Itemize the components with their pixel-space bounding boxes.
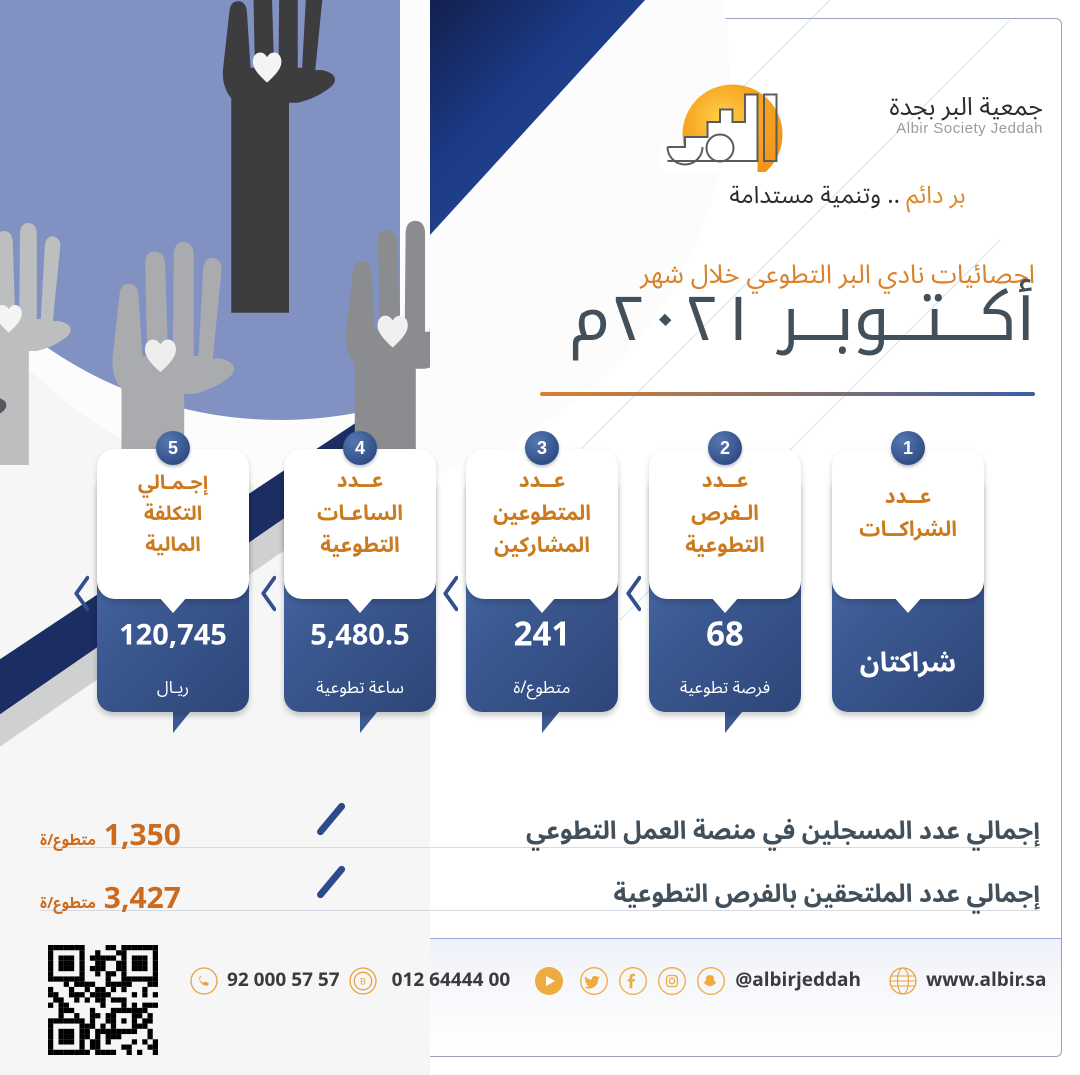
svg-text:B: B xyxy=(360,977,366,987)
